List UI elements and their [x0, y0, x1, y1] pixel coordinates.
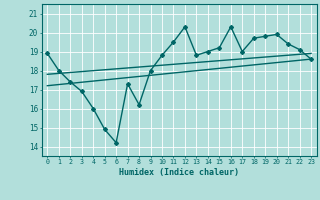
X-axis label: Humidex (Indice chaleur): Humidex (Indice chaleur) [119, 168, 239, 177]
